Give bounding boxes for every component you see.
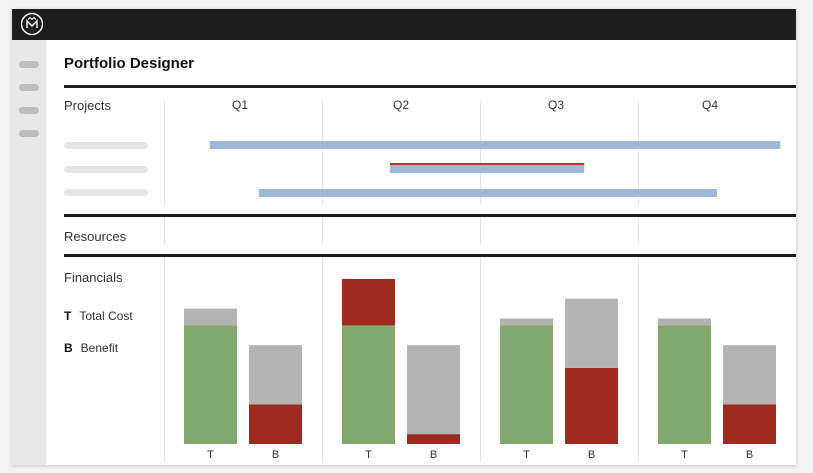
grid-line xyxy=(480,218,481,244)
legend-benefit: B Benefit xyxy=(64,341,118,355)
project-timeline-bar[interactable] xyxy=(209,141,781,149)
grid-line xyxy=(638,218,639,244)
bar-axis-label: T xyxy=(681,449,688,461)
grid-line xyxy=(322,258,323,462)
financial-bar-segment-gray[interactable] xyxy=(184,308,237,326)
quarter-label-q2: Q2 xyxy=(392,98,409,112)
financial-bar-segment-gray[interactable] xyxy=(500,318,553,326)
financial-bar-segment-red[interactable] xyxy=(342,278,395,326)
quarter-label-q1: Q1 xyxy=(231,98,248,112)
financial-bar-segment-red[interactable] xyxy=(407,434,460,444)
bar-axis-label: B xyxy=(271,449,280,461)
bar-axis-label: B xyxy=(745,449,754,461)
sidebar xyxy=(12,40,46,465)
sidebar-item-4[interactable] xyxy=(19,130,39,137)
legend-total-cost: T Total Cost xyxy=(64,309,133,323)
grid-line xyxy=(322,101,323,205)
financial-bar-segment-gray[interactable] xyxy=(658,318,711,326)
projects-section-label: Projects xyxy=(64,98,111,113)
legend-key: T xyxy=(64,309,72,323)
page-title: Portfolio Designer xyxy=(64,55,195,72)
financials-chart xyxy=(184,278,776,444)
project-name-placeholder-1[interactable] xyxy=(64,142,148,149)
sidebar-item-2[interactable] xyxy=(19,84,39,91)
grid-line xyxy=(638,101,639,205)
financial-bar-segment-gray[interactable] xyxy=(249,345,302,405)
grid-line xyxy=(480,101,481,205)
main-content: Portfolio Designer Projects Q1 Q2 Q3 Q4 … xyxy=(46,40,796,465)
header-divider xyxy=(64,85,796,88)
sidebar-item-3[interactable] xyxy=(19,107,39,114)
project-timeline xyxy=(209,141,781,197)
project-timeline-bar[interactable] xyxy=(258,189,717,197)
bar-axis-label: B xyxy=(587,449,596,461)
quarter-label-q3: Q3 xyxy=(547,98,564,112)
financial-bar-segment-red[interactable] xyxy=(565,367,618,444)
app-window: Portfolio Designer Projects Q1 Q2 Q3 Q4 … xyxy=(12,9,796,465)
section-divider-financials xyxy=(64,254,796,257)
project-timeline-marker[interactable] xyxy=(389,163,585,165)
grid-line xyxy=(638,258,639,462)
financial-bar-segment-green[interactable] xyxy=(500,325,553,444)
grid-line xyxy=(164,218,165,244)
financial-bar-segment-red[interactable] xyxy=(723,404,776,444)
project-name-placeholder-3[interactable] xyxy=(64,189,148,196)
quarter-label-q4: Q4 xyxy=(701,98,718,112)
top-bar xyxy=(12,9,796,40)
section-divider-resources xyxy=(64,214,796,217)
financial-bar-segment-gray[interactable] xyxy=(565,298,618,368)
bar-axis-label: T xyxy=(207,449,214,461)
bar-axis-label: T xyxy=(523,449,530,461)
crown-m-logo-icon[interactable] xyxy=(20,12,44,36)
bar-axis-label: B xyxy=(429,449,438,461)
bar-axis-label: T xyxy=(365,449,372,461)
sidebar-item-1[interactable] xyxy=(19,61,39,68)
legend-label: Total Cost xyxy=(79,309,133,323)
project-timeline-bar[interactable] xyxy=(389,165,585,173)
financial-bar-segment-red[interactable] xyxy=(249,404,302,444)
grid-line xyxy=(322,218,323,244)
financial-bar-segment-gray[interactable] xyxy=(407,345,460,435)
grid-line xyxy=(480,258,481,462)
legend-key: B xyxy=(64,341,73,355)
financials-section-label: Financials xyxy=(64,270,123,285)
financial-bar-segment-green[interactable] xyxy=(184,325,237,444)
grid-line xyxy=(164,101,165,205)
financial-bar-segment-gray[interactable] xyxy=(723,345,776,405)
financial-bar-segment-green[interactable] xyxy=(658,325,711,444)
legend-label: Benefit xyxy=(80,341,119,355)
project-name-placeholder-2[interactable] xyxy=(64,166,148,173)
grid-line xyxy=(164,258,165,462)
resources-section-label: Resources xyxy=(64,229,127,244)
financial-bar-segment-green[interactable] xyxy=(342,325,395,444)
